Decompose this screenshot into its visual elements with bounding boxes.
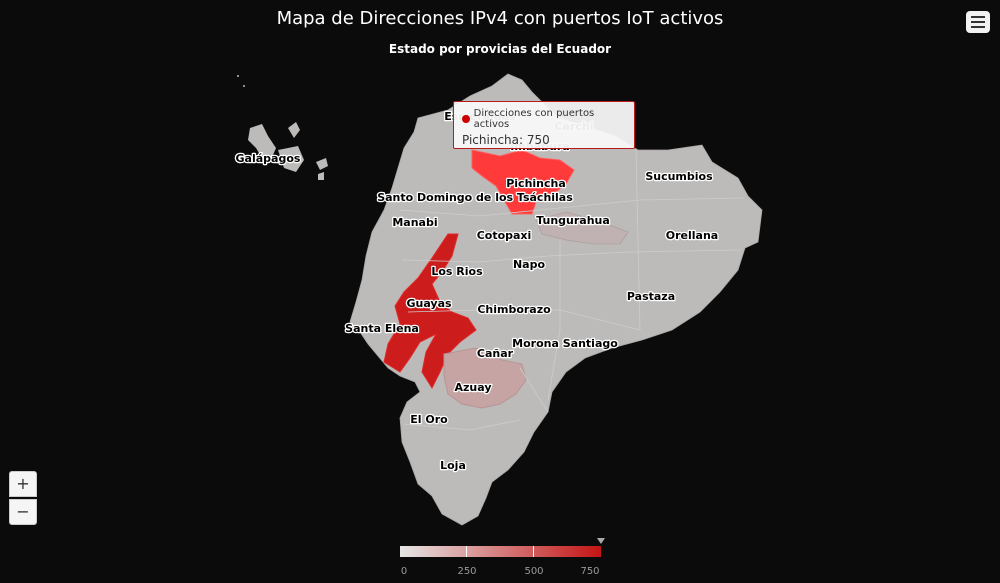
label-santo-domingo: Santo Domingo de los Tsáchilas xyxy=(377,191,573,204)
legend-tick xyxy=(533,546,534,557)
province-boundaries xyxy=(399,149,745,431)
label-los-rios: Los Rios xyxy=(431,265,483,278)
zoom-out-button[interactable]: − xyxy=(9,499,37,525)
zoom-in-button[interactable]: + xyxy=(9,471,37,497)
color-legend-bar xyxy=(400,546,601,557)
series-dot-icon xyxy=(462,115,470,123)
region-shape-pichincha[interactable] xyxy=(471,149,575,215)
label-santa-elena: Santa Elena xyxy=(345,322,419,335)
map-tooltip: Direcciones con puertos activos Pichinch… xyxy=(453,101,635,149)
region-shape-azuay[interactable] xyxy=(443,347,527,409)
galapagos-islands[interactable] xyxy=(237,75,328,180)
tooltip-value: Pichincha: 750 xyxy=(462,133,550,147)
legend-marker-icon xyxy=(597,538,605,544)
label-galapagos: Galápagos xyxy=(236,152,301,165)
label-loja: Loja xyxy=(440,459,466,472)
label-pastaza: Pastaza xyxy=(627,290,675,303)
label-orellana: Orellana xyxy=(666,229,718,242)
label-pichincha: Pichincha xyxy=(506,177,566,190)
label-guayas: Guayas xyxy=(406,297,452,310)
legend-label-250: 250 xyxy=(457,566,477,577)
legend-label-750: 750 xyxy=(580,566,600,577)
export-menu-button[interactable] xyxy=(966,11,990,33)
chart-subtitle: Estado por provicias del Ecuador xyxy=(388,42,612,56)
label-manabi: Manabi xyxy=(392,216,437,229)
legend-label-500: 500 xyxy=(524,566,544,577)
label-canar: Cañar xyxy=(477,347,514,360)
label-el-oro: El Oro xyxy=(410,413,448,426)
region-shape-tungurahua[interactable] xyxy=(535,211,629,245)
legend-label-0: 0 xyxy=(400,566,408,577)
label-chimborazo: Chimborazo xyxy=(477,303,551,316)
chart-title: Mapa de Direcciones IPv4 con puertos IoT… xyxy=(276,8,724,29)
label-sucumbios: Sucumbios xyxy=(645,170,713,183)
label-morona-santiago: Morona Santiago xyxy=(512,337,618,350)
hamburger-menu-icon xyxy=(971,16,985,18)
label-tungurahua: Tungurahua xyxy=(536,214,610,227)
label-napo: Napo xyxy=(513,258,546,271)
legend-tick xyxy=(466,546,467,557)
tooltip-series-name: Direcciones con puertos activos xyxy=(473,108,595,130)
label-azuay: Azuay xyxy=(454,381,491,394)
label-cotopaxi: Cotopaxi xyxy=(477,229,532,242)
